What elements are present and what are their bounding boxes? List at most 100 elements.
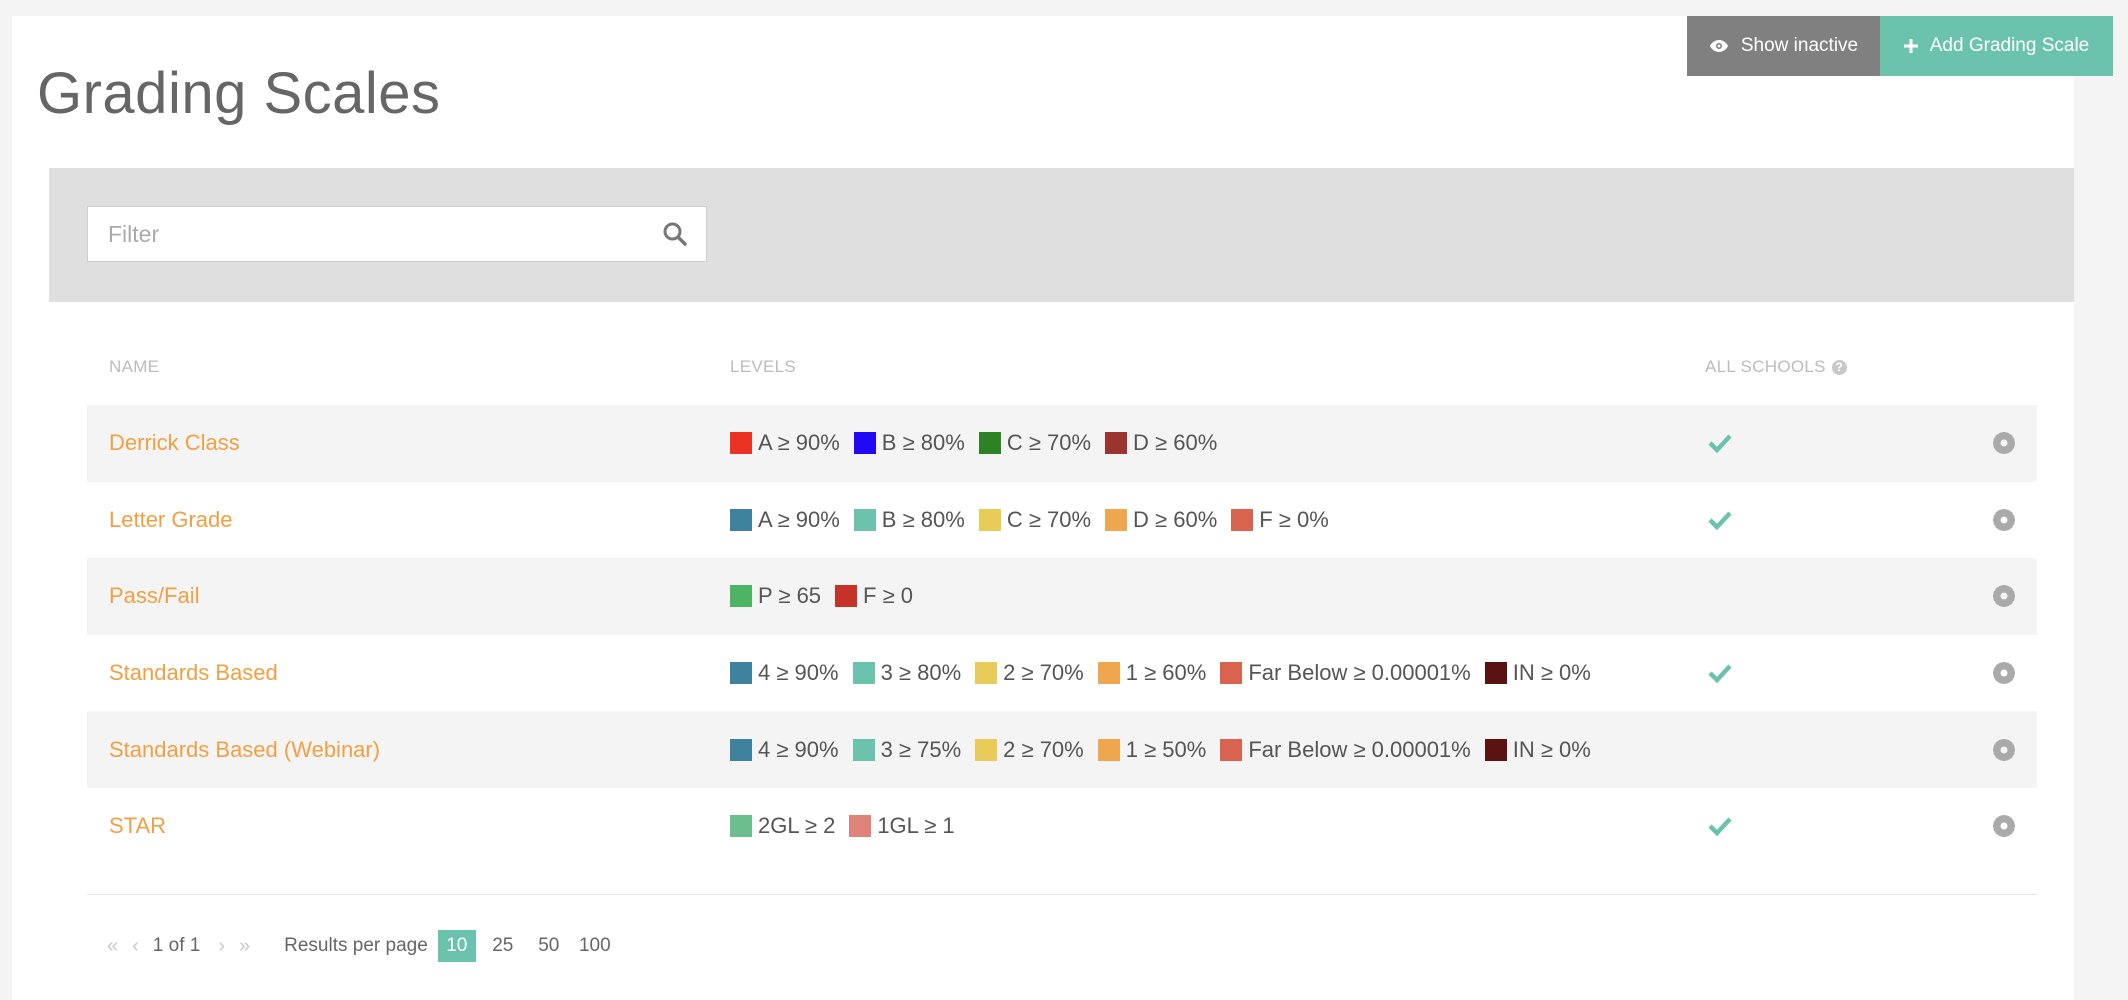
level-label: 1 ≥ 60%: [1125, 660, 1207, 686]
level-color-swatch: [849, 815, 872, 838]
table-row: Letter Grade A ≥ 90% B ≥ 80% C ≥ 70% D ≥ 60%…: [87, 482, 2037, 559]
level-label: D ≥ 60%: [1133, 506, 1218, 532]
level-item: 4 ≥ 90%: [730, 660, 839, 686]
table-row: Standards Based (Webinar) 4 ≥ 90% 3 ≥ 75% 2…: [87, 711, 2037, 788]
column-header-all-schools-label: ALL SCHOOLS: [1705, 357, 1826, 376]
level-label: 4 ≥ 90%: [758, 660, 839, 686]
results-per-page-option[interactable]: 25: [492, 935, 514, 956]
level-item: 2GL ≥ 2: [730, 813, 835, 839]
level-label: 1GL ≥ 1: [877, 813, 955, 839]
level-color-swatch: [978, 508, 1001, 531]
checkmark-icon: [1708, 434, 1732, 454]
level-label: 2GL ≥ 2: [758, 813, 836, 839]
checkmark-icon: [1708, 817, 1732, 837]
level-color-swatch: [1484, 662, 1507, 685]
level-item: B ≥ 80%: [853, 507, 965, 533]
levels-list: 4 ≥ 90% 3 ≥ 75% 2 ≥ 70% 1 ≥ 50% Far Below ≥ …: [730, 737, 1591, 763]
level-label: IN ≥ 0%: [1512, 736, 1591, 762]
level-color-swatch: [853, 508, 876, 531]
level-label: 4 ≥ 90%: [758, 736, 839, 762]
pagination: « ‹ 1 of 1 › » Results per page 10 25 50…: [107, 930, 622, 962]
level-item: D ≥ 60%: [1105, 430, 1217, 456]
levels-list: 2GL ≥ 2 1GL ≥ 1: [730, 813, 955, 839]
level-item: A ≥ 90%: [730, 507, 840, 533]
level-color-swatch: [1097, 738, 1120, 761]
previous-page-icon[interactable]: ‹: [132, 934, 139, 957]
level-label: D ≥ 60%: [1133, 430, 1218, 456]
show-inactive-label: Show inactive: [1740, 35, 1859, 56]
level-color-swatch: [730, 585, 752, 608]
scale-name-link[interactable]: Standards Based (Webinar): [109, 736, 381, 762]
level-item: IN ≥ 0%: [1484, 736, 1591, 763]
question-circle-icon[interactable]: ?: [1831, 359, 1847, 375]
level-label: 1 ≥ 50%: [1125, 736, 1207, 762]
table-row: Derrick Class A ≥ 90% B ≥ 80% C ≥ 70% D ≥ 60…: [87, 405, 2037, 482]
gear-icon[interactable]: [1992, 431, 2016, 455]
level-label: IN ≥ 0%: [1512, 660, 1591, 686]
level-item: Far Below ≥ 0.00001%: [1220, 736, 1471, 763]
gear-icon[interactable]: [1992, 738, 2016, 762]
scale-name-link[interactable]: Standards Based: [109, 660, 278, 686]
gear-icon[interactable]: [1992, 661, 2016, 685]
filter-input[interactable]: [88, 207, 648, 261]
level-color-swatch: [1220, 738, 1243, 761]
add-grading-scale-label: Add Grading Scale: [1929, 35, 2090, 56]
results-per-page-option[interactable]: 100: [578, 935, 611, 956]
scale-name-link[interactable]: Letter Grade: [109, 506, 233, 532]
scale-name-link[interactable]: STAR: [109, 813, 167, 839]
level-color-swatch: [730, 738, 752, 761]
gear-icon[interactable]: [1992, 584, 2016, 608]
level-label: C ≥ 70%: [1006, 506, 1092, 532]
level-item: A ≥ 90%: [730, 430, 840, 456]
level-color-swatch: [730, 432, 752, 455]
level-label: F ≥ 0: [863, 583, 914, 609]
level-label: 3 ≥ 80%: [880, 660, 962, 686]
show-inactive-button[interactable]: Show inactive: [1687, 16, 1880, 76]
level-item: 3 ≥ 75%: [852, 737, 961, 763]
level-item: 1 ≥ 50%: [1097, 736, 1207, 763]
level-color-swatch: [852, 662, 875, 685]
level-item: P ≥ 65: [730, 583, 821, 609]
plus-icon: [1903, 39, 1918, 53]
column-header-name: NAME: [109, 357, 160, 376]
level-color-swatch: [978, 432, 1001, 455]
page-info: 1 of 1: [152, 935, 201, 956]
level-color-swatch: [1105, 508, 1128, 531]
add-grading-scale-button[interactable]: Add Grading Scale: [1880, 16, 2113, 76]
level-item: 1 ≥ 60%: [1097, 660, 1207, 686]
scale-name-link[interactable]: Derrick Class: [109, 430, 240, 456]
level-item: Far Below ≥ 0.00001%: [1220, 660, 1471, 686]
table-row: Pass/Fail P ≥ 65 F ≥ 0: [87, 558, 2037, 635]
level-color-swatch: [1231, 508, 1254, 531]
first-page-icon[interactable]: «: [107, 934, 119, 957]
level-color-swatch: [1105, 432, 1128, 455]
level-color-swatch: [730, 815, 752, 838]
level-label: Far Below ≥ 0.00001%: [1248, 736, 1471, 762]
next-page-icon[interactable]: ›: [218, 934, 226, 957]
levels-list: A ≥ 90% B ≥ 80% C ≥ 70% D ≥ 60% F ≥ 0%: [730, 507, 1329, 533]
level-label: C ≥ 70%: [1006, 430, 1092, 456]
checkmark-icon: [1708, 511, 1732, 531]
level-item: 4 ≥ 90%: [730, 737, 839, 763]
eye-icon: [1709, 40, 1728, 52]
level-label: Far Below ≥ 0.00001%: [1248, 660, 1471, 686]
search-icon[interactable]: [662, 221, 688, 247]
column-header-levels: LEVELS: [730, 357, 797, 376]
results-per-page-option[interactable]: 10: [437, 930, 476, 962]
gear-icon[interactable]: [1992, 814, 2016, 838]
level-item: C ≥ 70%: [978, 430, 1092, 456]
page-title: Grading Scales: [37, 61, 441, 126]
level-item: 3 ≥ 80%: [852, 660, 962, 686]
level-color-swatch: [975, 738, 998, 761]
table-row: STAR 2GL ≥ 2 1GL ≥ 1: [87, 788, 2037, 865]
results-per-page-option[interactable]: 50: [538, 935, 560, 956]
level-color-swatch: [1484, 738, 1507, 761]
table-row: Standards Based 4 ≥ 90% 3 ≥ 80% 2 ≥ 70% 1 ≥ …: [87, 635, 2037, 712]
level-label: F ≥ 0%: [1259, 506, 1329, 532]
levels-list: P ≥ 65 F ≥ 0: [730, 583, 913, 609]
level-item: F ≥ 0%: [1231, 507, 1329, 533]
last-page-icon[interactable]: »: [239, 934, 251, 957]
level-label: B ≥ 80%: [881, 430, 965, 456]
gear-icon[interactable]: [1992, 508, 2016, 532]
scale-name-link[interactable]: Pass/Fail: [109, 583, 200, 609]
